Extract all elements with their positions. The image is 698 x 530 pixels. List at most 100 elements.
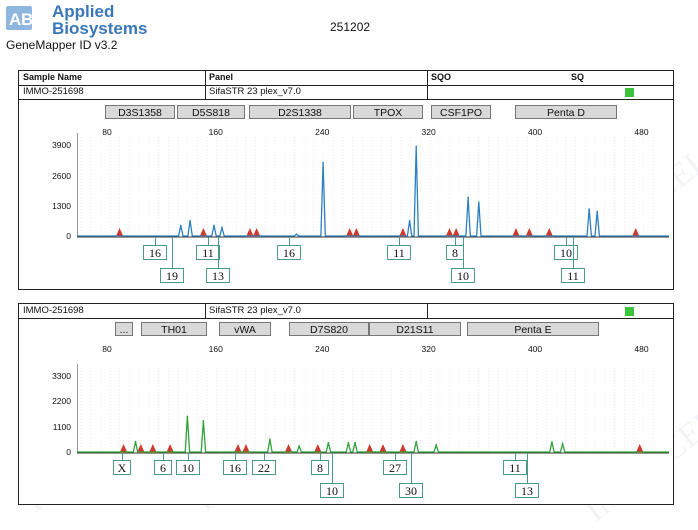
allele-connector [208, 237, 209, 245]
svg-text:A: A [9, 10, 21, 29]
size-standard-peak [241, 444, 250, 453]
locus-marker-penta-d[interactable]: Penta D [515, 105, 617, 119]
status-ok-icon [625, 307, 634, 316]
size-standard-peak [545, 228, 554, 237]
allele-call-label[interactable]: 10 [320, 483, 344, 498]
allele-call-label[interactable]: X [113, 460, 131, 475]
data-peak [467, 196, 469, 199]
x-tick-label: 160 [208, 127, 223, 137]
x-tick-label: 80 [102, 127, 112, 137]
allele-call-label[interactable]: 22 [252, 460, 276, 475]
allele-connector [399, 237, 400, 245]
col-sq: SQ [571, 72, 585, 82]
svg-text:B: B [21, 10, 33, 29]
brand-line1: Applied [52, 2, 115, 21]
size-standard-peak [166, 444, 175, 453]
allele-connector [172, 237, 173, 268]
size-standard-peak [512, 228, 521, 237]
size-standard-peak [245, 228, 254, 237]
data-peak [551, 441, 553, 443]
allele-call-label[interactable]: 11 [196, 245, 220, 260]
allele-connector [320, 453, 321, 460]
y-tick-label: 0 [66, 231, 71, 241]
data-peak [134, 440, 137, 443]
locus-marker-penta-e[interactable]: Penta E [467, 322, 599, 336]
green-dye-electropherogram [77, 364, 669, 454]
allele-call-label[interactable]: 11 [387, 245, 411, 260]
sample-name-value: IMMO-251698 [23, 86, 84, 97]
locus-marker-d2s1338[interactable]: D2S1338 [249, 105, 351, 119]
x-tick-label: 80 [102, 344, 112, 354]
size-standard-peak [136, 444, 145, 453]
x-tick-label: 480 [634, 127, 649, 137]
locus-marker-d21s11[interactable]: D21S11 [369, 322, 461, 336]
trace-line [77, 146, 669, 237]
allele-call-label[interactable]: 10 [451, 268, 475, 283]
y-tick-label: 2200 [52, 396, 71, 407]
allele-call-label[interactable]: 16 [223, 460, 247, 475]
size-standard-peak [631, 228, 640, 237]
locus-marker-d5s818[interactable]: D5S818 [177, 105, 245, 119]
data-peak [596, 210, 598, 213]
size-standard-peak [635, 444, 644, 453]
allele-call-label[interactable]: 30 [399, 483, 423, 498]
allele-connector [122, 453, 123, 460]
data-peak [202, 420, 205, 422]
allele-connector [218, 237, 219, 268]
data-peak [588, 208, 590, 210]
size-standard-peak [398, 228, 407, 237]
sample-name-value: IMMO-251698 [23, 305, 84, 316]
col-sample-name: Sample Name [23, 72, 83, 82]
y-tick-label: 2600 [52, 170, 71, 181]
size-standard-peak [233, 444, 242, 453]
data-peak [322, 161, 324, 164]
allele-call-label[interactable]: 27 [383, 460, 407, 475]
allele-connector [395, 453, 396, 460]
size-standard-peak [345, 228, 354, 237]
data-peak [179, 224, 182, 227]
locus-marker-vwa[interactable]: vWA [219, 322, 271, 336]
x-tick-label: 320 [421, 127, 436, 137]
y-tick-label: 3900 [52, 140, 71, 151]
allele-call-label[interactable]: 13 [206, 268, 230, 283]
electropherogram-panel-2: IMMO-251698 SifaSTR 23 plex_v7.0 ... TH01… [18, 303, 674, 505]
electropherogram-panel-1: Sample Name Panel SQO SQ IMMO-251698 Sif… [18, 70, 674, 290]
allele-connector [235, 453, 236, 460]
size-standard-peak [365, 444, 374, 453]
allele-call-label[interactable]: 8 [311, 460, 329, 475]
size-standard-peak [252, 228, 261, 237]
locus-marker--[interactable]: ... [115, 322, 133, 336]
x-tick-label: 480 [634, 344, 649, 354]
y-tick-label: 1300 [52, 200, 71, 211]
locus-marker-th01[interactable]: TH01 [141, 322, 207, 336]
locus-marker-csf1po[interactable]: CSF1PO [431, 105, 491, 119]
x-tick-label: 320 [421, 344, 436, 354]
data-peak [189, 219, 191, 222]
allele-call-label[interactable]: 19 [160, 268, 184, 283]
allele-connector [566, 237, 567, 245]
allele-call-label[interactable]: 11 [503, 460, 527, 475]
data-peak [561, 443, 564, 445]
allele-call-label[interactable]: 10 [176, 460, 200, 475]
allele-connector [455, 237, 456, 245]
allele-call-label[interactable]: 8 [446, 245, 464, 260]
size-standard-peak [313, 444, 322, 453]
allele-call-label[interactable]: 10 [554, 245, 578, 260]
allele-call-label[interactable]: 16 [143, 245, 167, 260]
locus-marker-d7s820[interactable]: D7S820 [289, 322, 369, 336]
data-peak [354, 441, 356, 444]
run-id: 251202 [330, 20, 371, 34]
allele-call-label[interactable]: 6 [154, 460, 172, 475]
data-peak [415, 145, 418, 148]
size-standard-peak [119, 444, 128, 453]
allele-call-label[interactable]: 11 [561, 268, 585, 283]
allele-connector [515, 453, 516, 460]
locus-marker-d3s1358[interactable]: D3S1358 [105, 105, 175, 119]
allele-call-label[interactable]: 13 [515, 483, 539, 498]
allele-call-label[interactable]: 16 [277, 245, 301, 260]
locus-marker-tpox[interactable]: TPOX [353, 105, 423, 119]
size-standard-peak [398, 444, 407, 453]
col-sqo: SQO [431, 72, 452, 82]
data-peak [213, 224, 215, 227]
allele-connector [188, 453, 189, 460]
